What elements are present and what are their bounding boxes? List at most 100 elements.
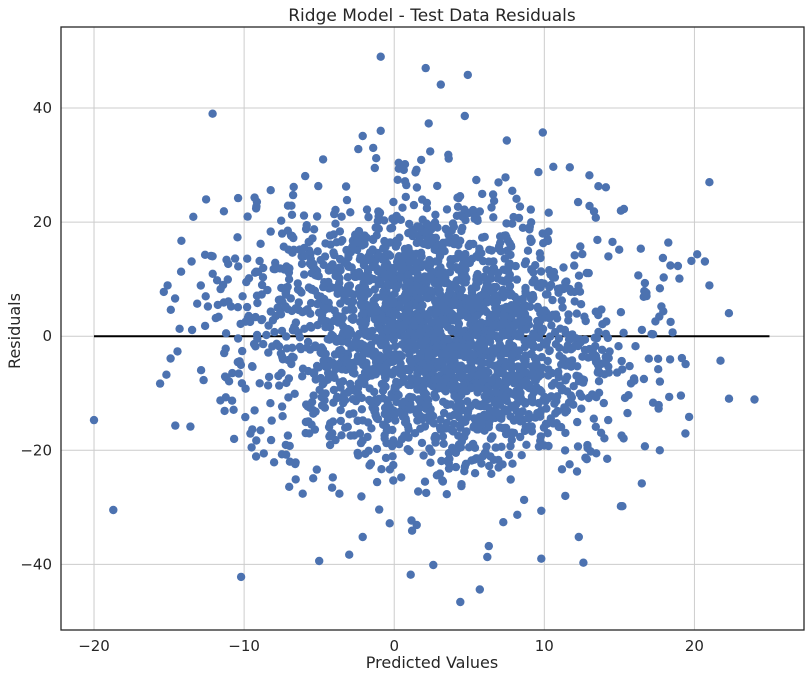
residual-point (478, 189, 487, 199)
residual-point (288, 343, 297, 352)
residual-point (321, 349, 330, 359)
residual-point (223, 275, 232, 284)
residual-point (420, 228, 430, 237)
y-tick-label: 40 (33, 99, 52, 117)
residual-point (419, 382, 428, 392)
residual-point (233, 233, 242, 242)
residual-point (238, 292, 247, 301)
residual-point (583, 443, 592, 453)
residual-point (274, 295, 284, 305)
residual-point (585, 201, 594, 211)
residual-point (600, 434, 609, 443)
residual-point (543, 356, 552, 366)
residual-point (354, 269, 363, 278)
residual-point (528, 278, 537, 287)
residual-point (472, 322, 481, 332)
residual-point (196, 366, 206, 375)
residual-point (569, 382, 578, 391)
residual-point (514, 394, 523, 404)
residual-point (427, 318, 436, 327)
residual-point (273, 303, 282, 312)
residual-point (472, 275, 481, 284)
residual-point (664, 238, 673, 247)
residual-point (536, 316, 545, 325)
residual-point (387, 223, 397, 233)
residual-point (509, 212, 518, 222)
residual-point (338, 236, 347, 245)
residual-point (496, 423, 505, 432)
residual-point (338, 377, 348, 386)
residual-point (287, 210, 297, 219)
residual-point (684, 412, 694, 422)
residual-point (342, 326, 351, 335)
residual-point (457, 437, 466, 446)
residual-point (580, 335, 590, 344)
residual-point (470, 469, 480, 478)
residual-point (536, 253, 545, 263)
residual-point (394, 158, 403, 167)
residual-point (309, 391, 318, 400)
residual-point (380, 262, 389, 271)
residual-point (456, 597, 465, 607)
residual-point (601, 329, 611, 339)
residual-point (557, 465, 567, 474)
residual-point (364, 212, 373, 222)
residual-point (572, 309, 581, 318)
residual-point (526, 205, 535, 214)
residual-point (542, 404, 551, 413)
residual-point (267, 416, 276, 425)
residual-point (302, 221, 311, 230)
residual-point (451, 462, 461, 472)
residual-point (647, 329, 656, 339)
residual-point (477, 359, 486, 368)
residual-point (426, 408, 435, 417)
residual-point (469, 315, 479, 324)
residual-point (389, 476, 398, 485)
residual-point (314, 308, 324, 317)
residual-point (290, 389, 299, 398)
residual-point (404, 425, 413, 434)
residual-point (422, 488, 431, 498)
residual-point (463, 397, 472, 406)
residual-point (452, 341, 461, 351)
residual-point (257, 280, 267, 290)
residual-point (300, 324, 309, 333)
residual-point (360, 374, 370, 384)
residual-point (336, 416, 345, 426)
residual-point (497, 442, 506, 451)
residual-point (528, 369, 537, 378)
residual-point (407, 526, 417, 535)
residual-point (343, 422, 352, 431)
residual-point (561, 491, 570, 501)
residual-point (548, 295, 557, 305)
residual-point (447, 226, 456, 235)
residual-point (566, 345, 576, 354)
residual-point (453, 202, 463, 211)
residual-point (442, 238, 451, 247)
residual-point (275, 381, 284, 390)
residual-point (332, 337, 341, 346)
residual-point (398, 254, 407, 264)
residual-point (440, 348, 449, 358)
residual-point (407, 285, 416, 294)
residual-point (307, 323, 316, 332)
residual-point (442, 205, 452, 214)
residual-point (318, 155, 328, 164)
residual-point (268, 342, 277, 351)
residual-point (422, 336, 431, 345)
residual-point (570, 261, 579, 270)
residual-point (523, 246, 533, 255)
residual-point (312, 271, 321, 280)
residual-point (400, 177, 410, 186)
residual-point (353, 416, 362, 426)
residual-point (447, 350, 457, 359)
residual-point (486, 329, 495, 339)
residual-point (320, 252, 330, 261)
residual-point (335, 274, 344, 283)
residual-point (477, 336, 486, 345)
residual-point (309, 225, 319, 234)
residual-point (472, 342, 481, 352)
residual-point (372, 444, 382, 454)
residual-point (300, 270, 309, 279)
residual-point (494, 178, 503, 187)
